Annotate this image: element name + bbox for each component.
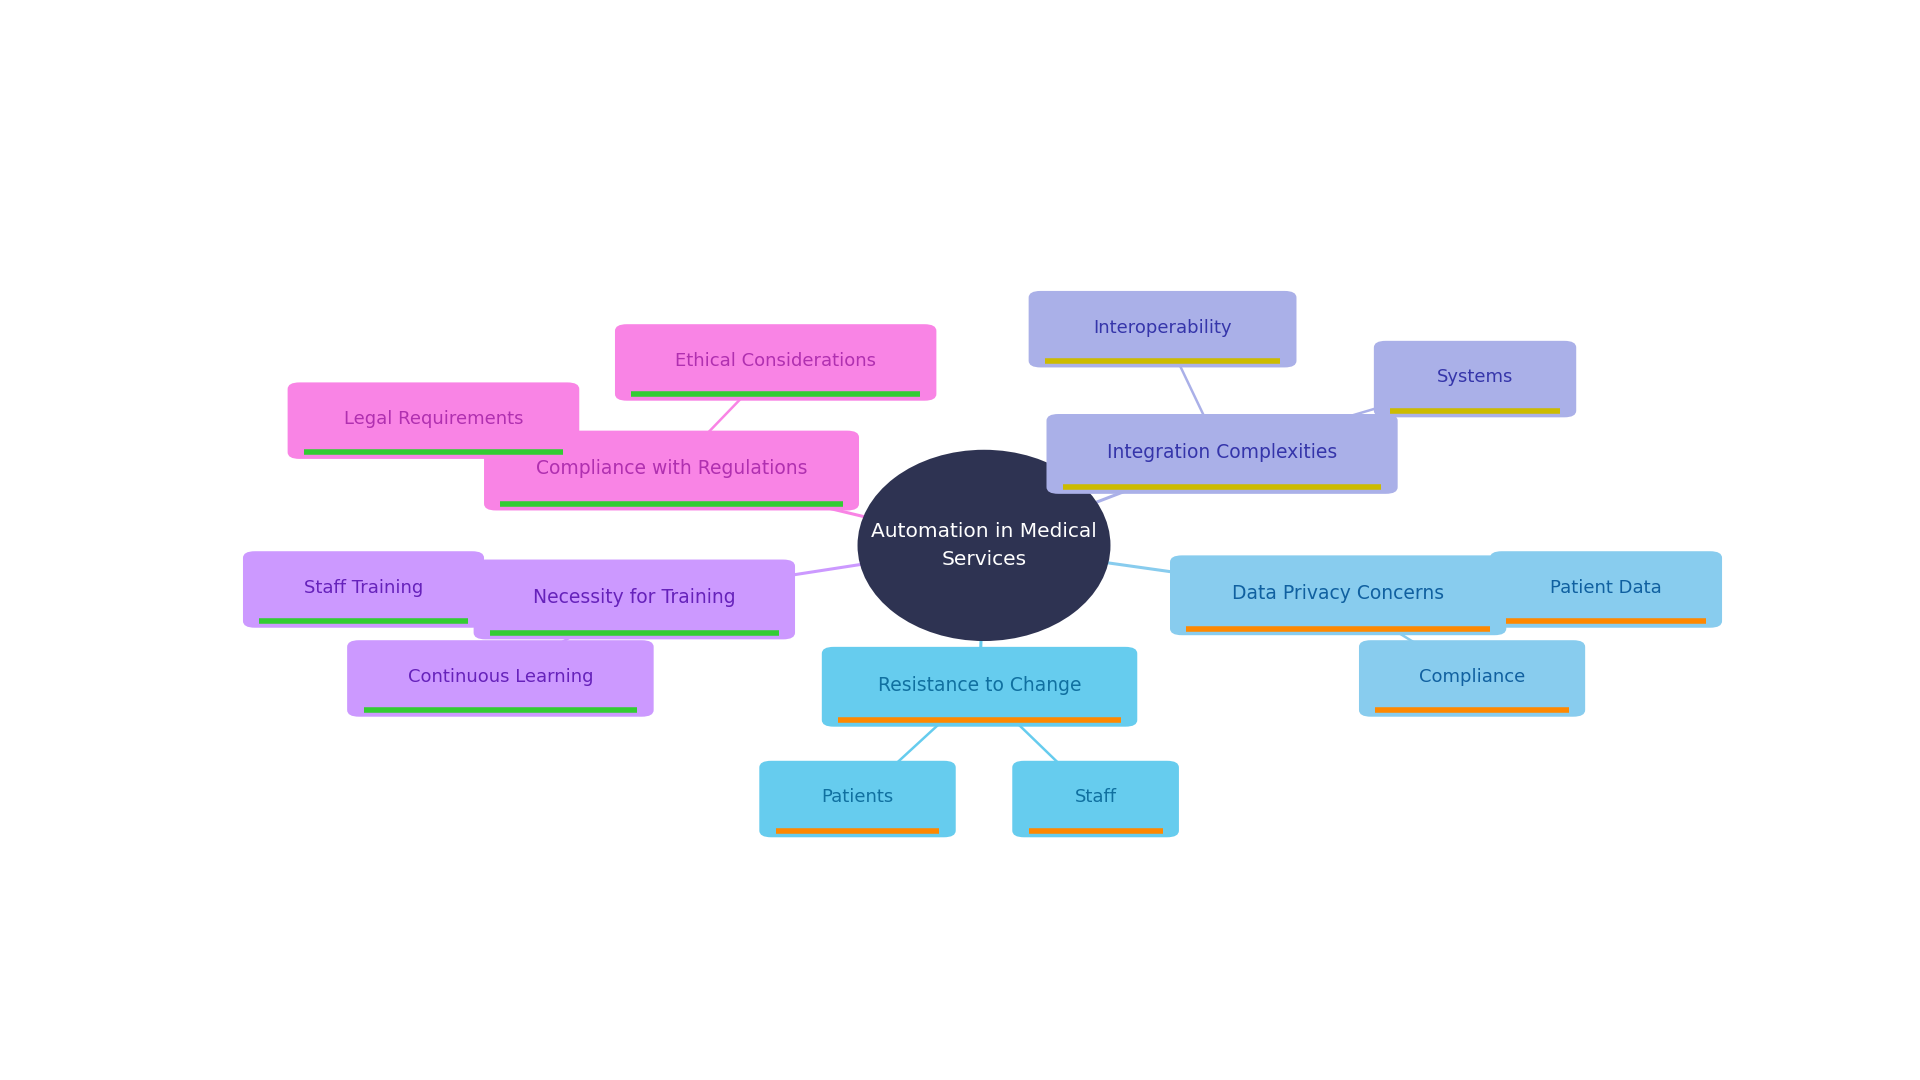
FancyBboxPatch shape (1012, 760, 1179, 837)
Text: Automation in Medical
Services: Automation in Medical Services (872, 522, 1096, 569)
Ellipse shape (858, 449, 1110, 642)
FancyBboxPatch shape (1359, 640, 1586, 717)
Text: Continuous Learning: Continuous Learning (407, 667, 593, 686)
FancyBboxPatch shape (1029, 291, 1296, 367)
Text: Staff Training: Staff Training (303, 579, 422, 597)
FancyBboxPatch shape (1375, 341, 1576, 417)
Text: Staff: Staff (1075, 788, 1117, 807)
Text: Necessity for Training: Necessity for Training (534, 589, 735, 607)
Text: Ethical Considerations: Ethical Considerations (676, 352, 876, 369)
Text: Resistance to Change: Resistance to Change (877, 676, 1081, 694)
FancyBboxPatch shape (474, 559, 795, 639)
Text: Integration Complexities: Integration Complexities (1108, 443, 1336, 462)
FancyBboxPatch shape (1046, 414, 1398, 494)
FancyBboxPatch shape (1169, 555, 1507, 635)
FancyBboxPatch shape (484, 431, 858, 511)
FancyBboxPatch shape (288, 382, 580, 459)
FancyBboxPatch shape (348, 640, 653, 717)
FancyBboxPatch shape (822, 647, 1137, 727)
Text: Data Privacy Concerns: Data Privacy Concerns (1233, 584, 1444, 603)
Text: Patient Data: Patient Data (1549, 579, 1663, 597)
FancyBboxPatch shape (758, 760, 956, 837)
FancyBboxPatch shape (614, 324, 937, 401)
Text: Interoperability: Interoperability (1092, 319, 1233, 337)
FancyBboxPatch shape (1490, 551, 1722, 627)
Text: Compliance with Regulations: Compliance with Regulations (536, 459, 806, 478)
FancyBboxPatch shape (244, 551, 484, 627)
Text: Systems: Systems (1436, 368, 1513, 387)
Text: Patients: Patients (822, 788, 893, 807)
Text: Legal Requirements: Legal Requirements (344, 410, 522, 428)
Text: Compliance: Compliance (1419, 667, 1524, 686)
